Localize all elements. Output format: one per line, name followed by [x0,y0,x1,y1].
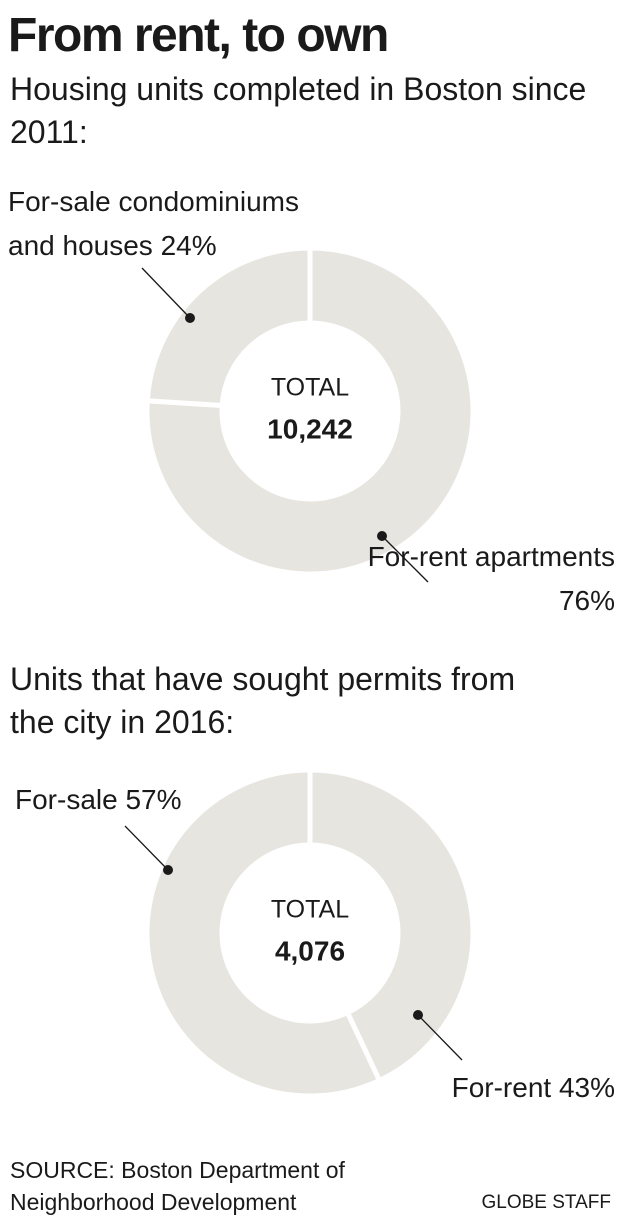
slice-label: For-rent apartments 76% [365,535,615,623]
value-label: 76% [558,585,615,616]
center-total: 10,242 [267,413,353,444]
donut-slice [144,245,476,577]
center-label: TOTAL [271,896,349,924]
leader-dot [377,531,387,541]
page-title: From rent, to own [8,9,389,62]
leader-line [141,267,191,319]
chart-subtitle: Housing units completed in Boston since … [10,71,587,150]
credit: GLOBE STAFF [481,1192,611,1213]
category-label: For-sale [15,784,118,815]
donut-slice [307,767,476,1084]
leader-line [417,1014,463,1061]
category-label: For-rent [451,1072,552,1103]
center-total: 4,076 [275,935,345,966]
category-label: For-sale condominiums and houses [8,186,299,261]
chart-subtitle: Units that have sought permits from the … [10,661,516,740]
leader-dot [163,865,173,875]
source: SOURCE: Boston Department of Neighborhoo… [10,1157,345,1215]
slice-label: For-sale condominiums and houses 24% [8,180,353,268]
category-label: For-rent apartments [367,541,615,572]
leader-dot [185,313,195,323]
value-label: 57% [125,784,182,815]
center-label: TOTAL [271,374,349,402]
leader-dot [413,1010,423,1020]
value-label: 24% [160,230,217,261]
donut-slice [144,245,313,409]
slice-label: For-rent 43% [452,1066,615,1110]
leader-line [124,825,169,871]
leader-line [381,535,429,583]
value-label: 43% [558,1072,615,1103]
slice-label: For-sale 57% [15,778,182,822]
donut-slice [144,767,383,1099]
